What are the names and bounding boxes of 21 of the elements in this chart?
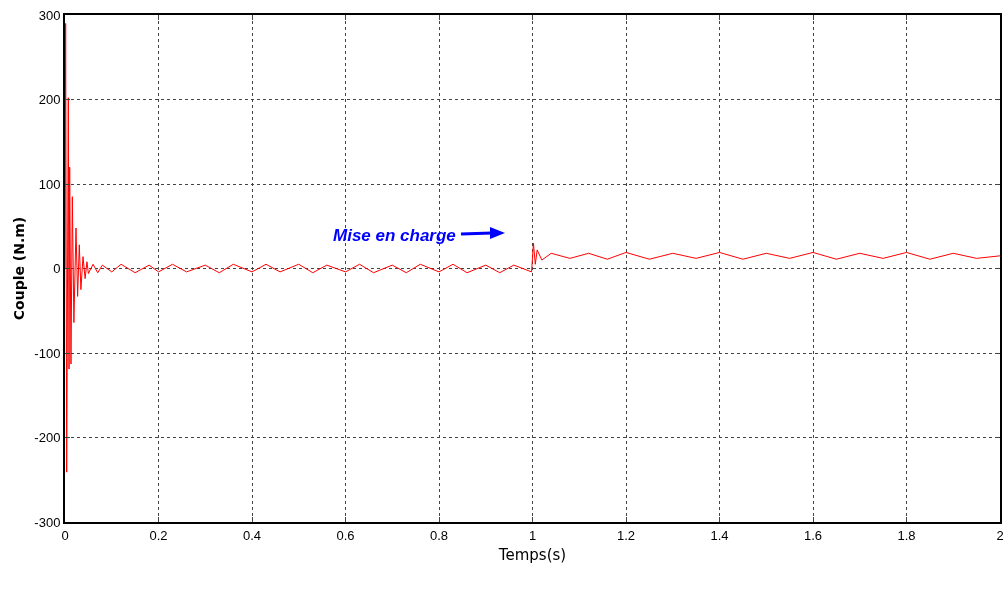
y-tick-label: 0 bbox=[53, 261, 61, 277]
y-tick-label: 200 bbox=[38, 92, 61, 108]
annotation: Mise en charge bbox=[333, 226, 456, 245]
x-tick-label: 0.4 bbox=[242, 527, 262, 543]
y-tick-label: -300 bbox=[34, 514, 61, 530]
line-series bbox=[65, 22, 1000, 473]
x-tick-label: 0.8 bbox=[429, 527, 449, 543]
x-tick-label: 0.6 bbox=[336, 527, 355, 543]
x-tick-label: 1.6 bbox=[803, 527, 823, 543]
x-tick-label: 1 bbox=[528, 527, 537, 543]
y-tick-label: 300 bbox=[38, 7, 61, 23]
x-tick-label: 1.4 bbox=[710, 527, 729, 543]
x-tick-label: 1.2 bbox=[616, 527, 636, 543]
y-tick-label: -100 bbox=[34, 345, 61, 361]
y-axis-title: Couple (N.m) bbox=[11, 216, 28, 321]
x-tick-label: 1.8 bbox=[897, 527, 916, 543]
x-tick-label: 0.2 bbox=[149, 527, 168, 543]
x-axis-title: Temps(s) bbox=[497, 546, 567, 565]
x-tick-label: 2 bbox=[996, 527, 1004, 543]
y-tick-label: -200 bbox=[34, 430, 61, 446]
y-tick-label: 100 bbox=[38, 176, 61, 192]
